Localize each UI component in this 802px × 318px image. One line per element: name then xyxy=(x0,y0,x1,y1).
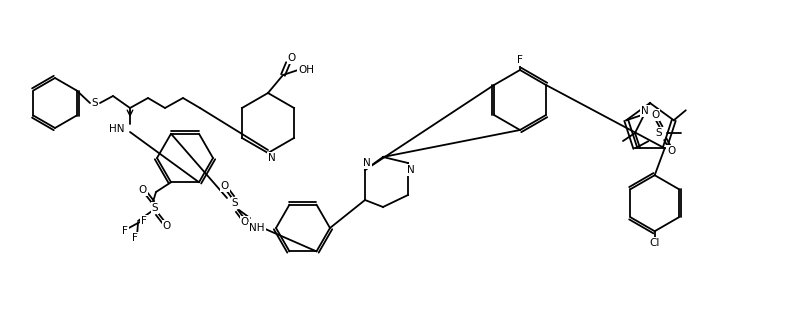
Text: O: O xyxy=(287,53,296,63)
Text: O: O xyxy=(666,146,674,156)
Text: S: S xyxy=(654,128,661,138)
Text: O: O xyxy=(241,217,249,227)
Text: O: O xyxy=(221,181,229,191)
Text: O: O xyxy=(139,185,147,195)
Text: O: O xyxy=(163,221,171,231)
Text: Cl: Cl xyxy=(649,238,659,248)
Text: S: S xyxy=(91,98,98,108)
Text: F: F xyxy=(122,226,128,236)
Text: F: F xyxy=(132,233,138,243)
Text: F: F xyxy=(516,55,522,65)
Text: F: F xyxy=(141,216,147,226)
Text: OH: OH xyxy=(298,65,314,75)
Text: N: N xyxy=(640,106,648,116)
Text: S: S xyxy=(232,198,238,208)
Text: N: N xyxy=(268,153,276,163)
Text: O: O xyxy=(650,110,658,120)
Text: N: N xyxy=(363,158,371,168)
Text: HN: HN xyxy=(109,124,125,134)
Text: NH: NH xyxy=(249,223,265,233)
Text: S: S xyxy=(152,203,158,213)
Text: N: N xyxy=(407,165,415,175)
